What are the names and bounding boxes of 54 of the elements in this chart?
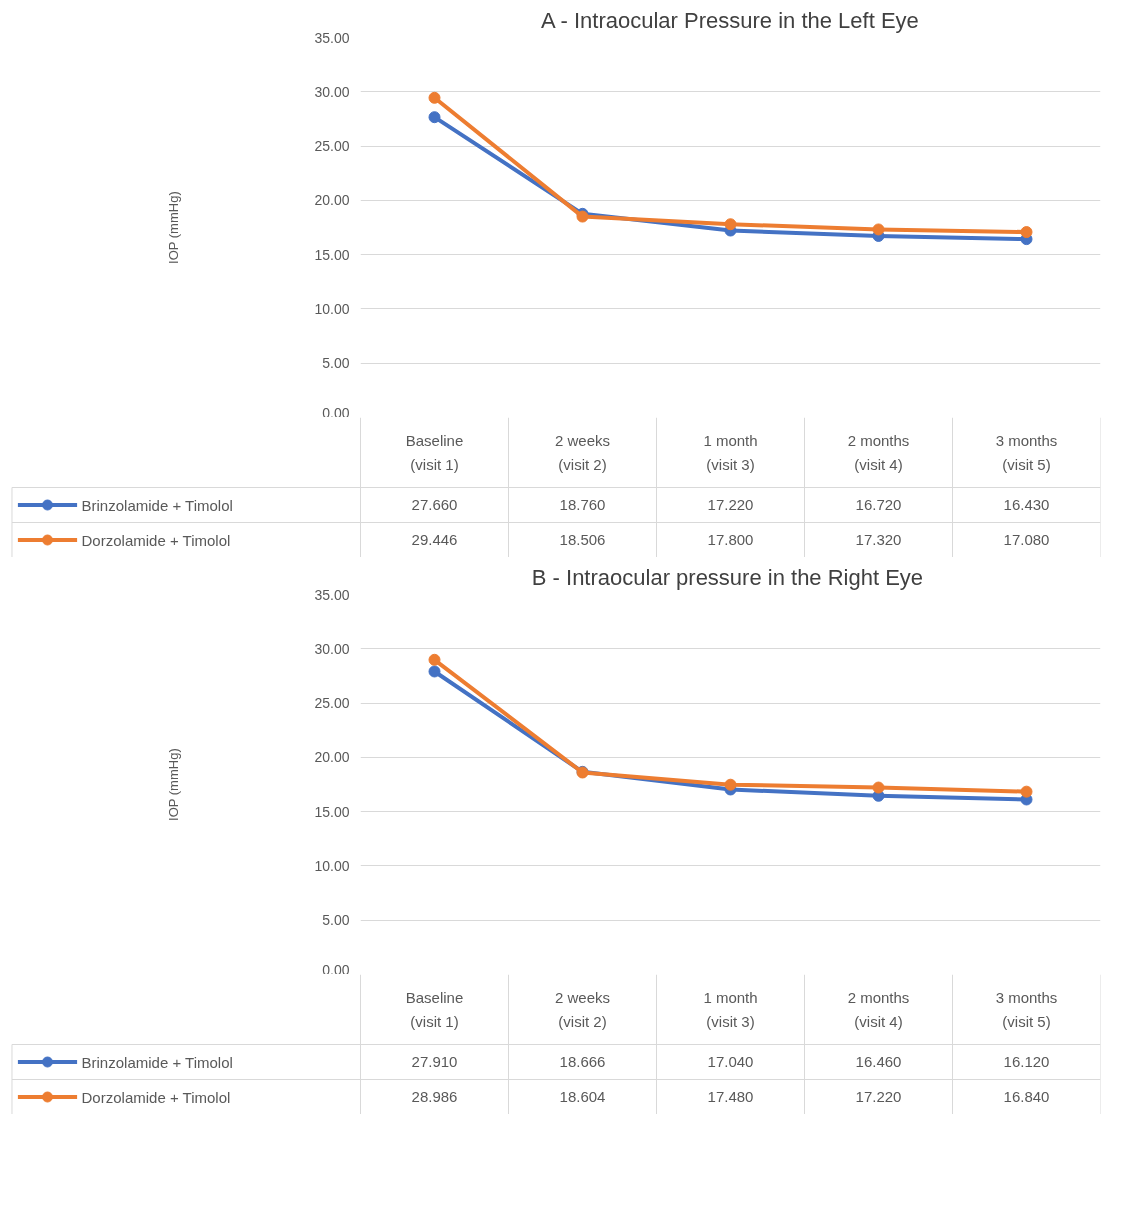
x-tick-label: 2 weeks (visit 2) xyxy=(554,989,611,1030)
data-label: 28.986 xyxy=(411,1088,458,1105)
y-tick-label: 25.00 xyxy=(314,695,350,712)
x-tick-label: 2 months (visit 4) xyxy=(847,989,910,1030)
legend-label: Dorzolamide + Timolol xyxy=(81,1088,231,1106)
data-label: 16.720 xyxy=(855,496,902,513)
legend-label: Dorzolamide + Timolol xyxy=(81,531,231,549)
data-label: 27.910 xyxy=(411,1053,458,1070)
data-label: 18.604 xyxy=(559,1088,606,1105)
data-label: 16.430 xyxy=(1003,496,1050,513)
y-tick-label: 10.00 xyxy=(314,857,350,874)
y-tick-label: 35.00 xyxy=(314,29,350,46)
data-label: 17.220 xyxy=(855,1088,902,1105)
data-label: 16.840 xyxy=(1003,1088,1050,1105)
data-label: 18.506 xyxy=(559,531,606,548)
data-label: 17.220 xyxy=(707,496,754,513)
y-tick-label: 35.00 xyxy=(314,586,350,603)
chart-title: A - Intraocular Pressure in the Left Eye xyxy=(540,7,919,33)
x-tick-label: Baseline (visit 1) xyxy=(405,432,464,473)
data-label: 16.120 xyxy=(1003,1053,1050,1070)
x-tick-label: 1 month (visit 3) xyxy=(703,432,758,473)
legend-label: Brinzolamide + Timolol xyxy=(81,496,233,514)
data-label: 18.666 xyxy=(559,1053,606,1070)
data-label: 17.320 xyxy=(855,531,902,548)
data-label: 29.446 xyxy=(411,531,458,548)
y-tick-label: 0.00 xyxy=(322,404,350,421)
y-tick-label: 20.00 xyxy=(314,749,350,766)
y-axis-title: IOP (mmHg) xyxy=(166,748,182,821)
x-tick-label: 3 months (visit 5) xyxy=(995,989,1058,1030)
x-tick-label: 2 months (visit 4) xyxy=(847,432,910,473)
y-tick-label: 5.00 xyxy=(322,355,350,372)
y-tick-label: 5.00 xyxy=(322,912,350,929)
y-tick-label: 15.00 xyxy=(314,246,350,263)
y-tick-label: 30.00 xyxy=(314,640,350,657)
data-label: 17.800 xyxy=(707,531,754,548)
x-tick-label: 2 weeks (visit 2) xyxy=(554,432,611,473)
data-label: 17.480 xyxy=(707,1088,754,1105)
data-label: 27.660 xyxy=(411,496,458,513)
data-label: 17.080 xyxy=(1003,531,1050,548)
data-label: 18.760 xyxy=(559,496,606,513)
data-label: 16.460 xyxy=(855,1053,902,1070)
y-tick-label: 25.00 xyxy=(314,138,350,155)
chart-title: B - Intraocular pressure in the Right Eye xyxy=(531,564,924,590)
legend-label: Brinzolamide + Timolol xyxy=(81,1053,233,1071)
y-tick-label: 20.00 xyxy=(314,192,350,209)
y-axis-title: IOP (mmHg) xyxy=(166,191,182,264)
data-label: 17.040 xyxy=(707,1053,754,1070)
x-tick-label: 1 month (visit 3) xyxy=(703,989,758,1030)
y-tick-label: 10.00 xyxy=(314,300,350,317)
x-tick-label: 3 months (visit 5) xyxy=(995,432,1058,473)
y-tick-label: 30.00 xyxy=(314,83,350,100)
y-tick-label: 15.00 xyxy=(314,803,350,820)
y-tick-label: 0.00 xyxy=(322,961,350,978)
x-tick-label: Baseline (visit 1) xyxy=(405,989,464,1030)
